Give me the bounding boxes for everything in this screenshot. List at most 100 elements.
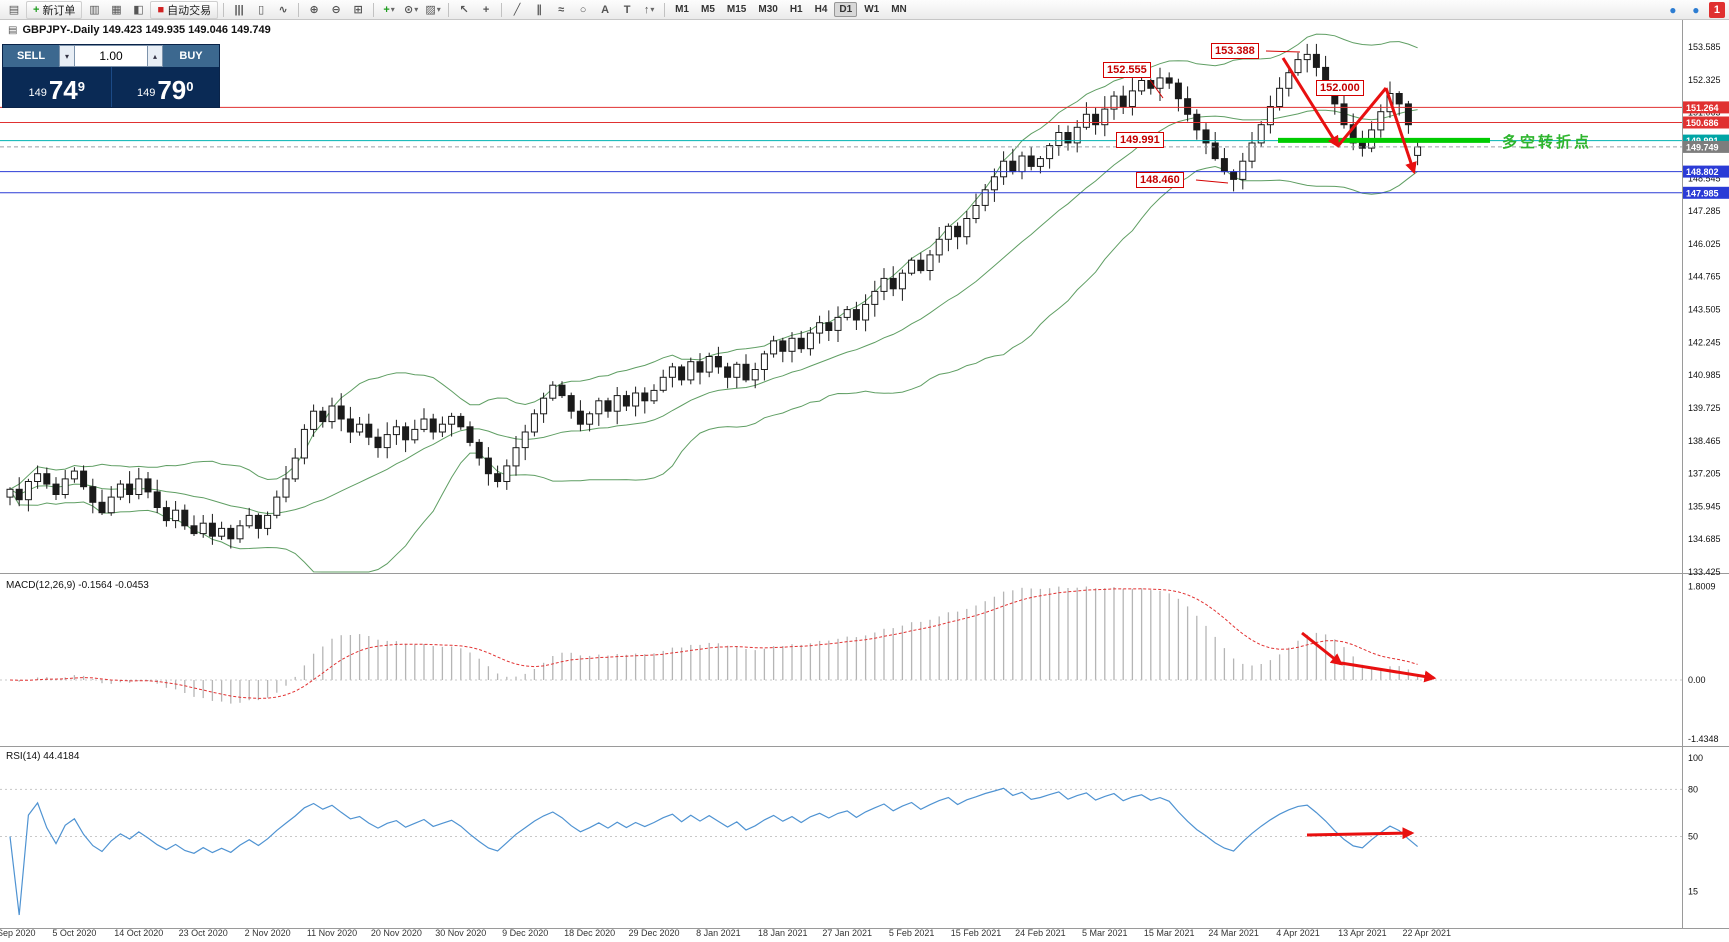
- data-window-icon[interactable]: ▦: [106, 1, 126, 19]
- date-label: 5 Oct 2020: [52, 928, 96, 938]
- cursor-icon: ↖: [459, 4, 469, 16]
- tile-windows-icon[interactable]: ⊞: [348, 1, 368, 19]
- date-label: 18 Dec 2020: [564, 928, 615, 938]
- timeframe-h1-button[interactable]: H1: [789, 4, 803, 15]
- crosshair-icon: +: [482, 3, 490, 16]
- price-axis-label: 152.325: [1688, 75, 1721, 85]
- chart-window-icon[interactable]: ▤: [4, 1, 24, 19]
- volume-input[interactable]: 1.00: [75, 45, 147, 67]
- price-axis-label: 140.985: [1688, 370, 1721, 380]
- trend-arrow[interactable]: [1306, 827, 1415, 840]
- zoom-out-icon: ⊖: [331, 4, 341, 16]
- toolbar-separator: [501, 2, 503, 17]
- rsi-axis-label: 15: [1688, 886, 1698, 896]
- text-icon[interactable]: A: [595, 1, 615, 19]
- date-label: 13 Apr 2021: [1338, 928, 1387, 938]
- zoom-in-icon[interactable]: ⊕: [304, 1, 324, 19]
- arrows-icon: ↑: [643, 3, 650, 16]
- candlestick-chart-icon[interactable]: ▯: [251, 1, 271, 19]
- price-annotation[interactable]: 152.000: [1316, 80, 1364, 96]
- sell-button[interactable]: SELL: [3, 45, 59, 67]
- line-chart-icon[interactable]: ∿: [273, 1, 293, 19]
- turning-point-note[interactable]: 多空转折点: [1502, 134, 1593, 151]
- auto-trading-button[interactable]: ■ 自动交易: [150, 0, 219, 19]
- sell-price[interactable]: 149 74 9: [3, 67, 112, 107]
- date-label: 14 Oct 2020: [114, 928, 163, 938]
- sell-price-big: 74: [48, 75, 78, 105]
- price-axis-label: 153.585: [1688, 42, 1721, 52]
- chart-title-text: GBPJPY-.Daily 149.423 149.935 149.046 14…: [22, 24, 271, 36]
- fibonacci-icon[interactable]: ≈: [551, 1, 571, 19]
- sell-price-prefix: 149: [28, 87, 47, 99]
- one-click-trading-widget: SELL ▾ 1.00 ▴ BUY 149 74 9 149 79 0: [2, 44, 220, 108]
- new-order-button[interactable]: + 新订单: [26, 0, 83, 19]
- volume-down-button[interactable]: ▾: [59, 45, 75, 67]
- new-order-button-label: 新订单: [42, 4, 76, 17]
- community-icon[interactable]: ●: [1692, 2, 1700, 17]
- trend-arrow[interactable]: [1340, 661, 1437, 683]
- price-annotation[interactable]: 149.991: [1116, 132, 1164, 148]
- rsi-line: [9, 787, 1418, 916]
- price-axis-label: 143.505: [1688, 305, 1721, 315]
- chevron-down-icon: ▾: [436, 5, 441, 14]
- shapes-icon[interactable]: ○: [573, 1, 593, 19]
- toolbar-right-group: ● ● 1: [1663, 1, 1725, 19]
- trendline-icon[interactable]: ╱: [507, 1, 527, 19]
- label-icon[interactable]: T: [617, 1, 637, 19]
- price-annotation[interactable]: 148.460: [1136, 172, 1184, 188]
- chart-title: ▤ GBPJPY-.Daily 149.423 149.935 149.046 …: [8, 24, 271, 36]
- timeframe-d1-button[interactable]: D1: [834, 2, 858, 17]
- timeframe-w1-button[interactable]: W1: [864, 4, 880, 15]
- trend-arrow[interactable]: [1336, 87, 1388, 147]
- price-tag-label: 149.749: [1686, 142, 1719, 152]
- buy-price[interactable]: 149 79 0: [112, 67, 220, 107]
- timeframe-m1-button[interactable]: M1: [675, 4, 689, 15]
- macd-histogram: [18, 586, 1419, 704]
- price-axis-label: 146.025: [1688, 239, 1721, 249]
- toolbar-separator: [664, 2, 666, 17]
- bollinger-lower-band: [9, 165, 1418, 573]
- toolbar-separator: [298, 2, 300, 17]
- chevron-down-icon: ▾: [414, 5, 419, 14]
- price-axis-label: 138.465: [1688, 436, 1721, 446]
- channel-icon[interactable]: ∥: [529, 1, 549, 19]
- timeframe-h4-button[interactable]: H4: [814, 4, 828, 15]
- chat-icon[interactable]: ●: [1669, 2, 1677, 17]
- periods-icon[interactable]: ⊙ ▾: [401, 1, 421, 19]
- date-label: 2 Nov 2020: [245, 928, 291, 938]
- market-watch-icon[interactable]: ▥: [84, 1, 104, 19]
- trend-arrow[interactable]: [1301, 631, 1343, 666]
- date-axis: 25 Sep 2020 5 Oct 2020 14 Oct 2020 23 Oct 2…: [0, 928, 1451, 938]
- timeframe-m5-button[interactable]: M5: [701, 4, 715, 15]
- volume-up-button[interactable]: ▴: [147, 45, 163, 67]
- buy-price-prefix: 149: [136, 87, 156, 99]
- macd-indicator-label: MACD(12,26,9) -0.1564 -0.0453: [6, 580, 149, 591]
- toolbar-separator: [448, 2, 450, 17]
- navigator-icon[interactable]: ◧: [128, 1, 148, 19]
- trend-arrow[interactable]: [1281, 57, 1340, 149]
- price-axis-label: 144.765: [1688, 272, 1721, 282]
- notification-badge[interactable]: 1: [1708, 1, 1725, 18]
- new-order-icon: +: [33, 3, 40, 16]
- rsi-axis-label: 100: [1688, 753, 1703, 763]
- cursor-icon[interactable]: ↖: [454, 1, 474, 19]
- crosshair-icon[interactable]: +: [476, 1, 496, 19]
- trend-arrow[interactable]: [1384, 87, 1417, 175]
- tile-windows-icon: ⊞: [353, 4, 363, 16]
- zoom-out-icon[interactable]: ⊖: [326, 1, 346, 19]
- timeframe-m15-button[interactable]: M15: [726, 4, 747, 15]
- price-annotation[interactable]: 153.388: [1211, 43, 1259, 59]
- price-annotation[interactable]: 152.555: [1103, 62, 1151, 78]
- indicators-icon: +: [383, 3, 390, 16]
- timeframe-m30-button[interactable]: M30: [758, 4, 778, 15]
- templates-icon[interactable]: ▨ ▾: [423, 1, 443, 19]
- auto-trading-button-label: 自动交易: [167, 4, 212, 17]
- bar-chart-icon[interactable]: |||: [229, 1, 249, 19]
- timeframe-mn-button[interactable]: MN: [891, 4, 907, 15]
- buy-button[interactable]: BUY: [163, 45, 219, 67]
- date-label: 23 Oct 2020: [179, 928, 228, 938]
- date-label: 15 Mar 2021: [1144, 928, 1195, 938]
- indicators-icon[interactable]: + ▾: [379, 1, 399, 19]
- arrows-icon[interactable]: ↑ ▾: [639, 1, 659, 19]
